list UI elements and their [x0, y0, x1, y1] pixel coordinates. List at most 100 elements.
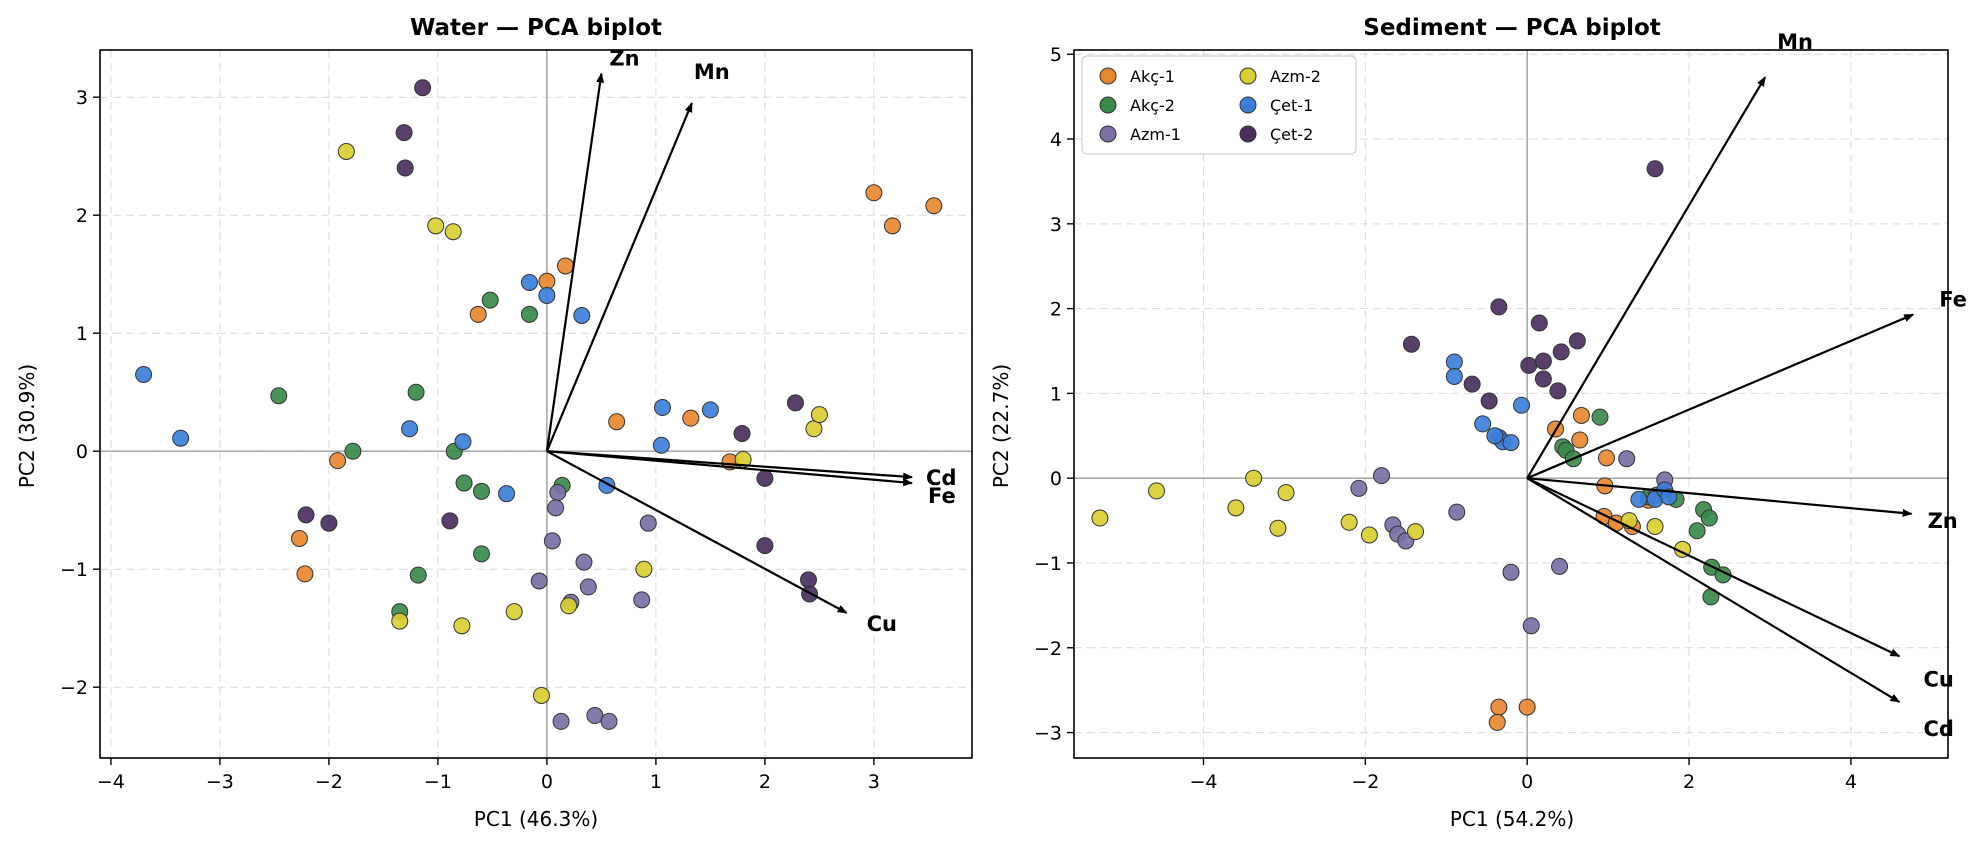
legend-marker	[1239, 96, 1257, 114]
data-point	[1277, 484, 1295, 502]
data-point	[532, 686, 550, 704]
data-point	[573, 307, 591, 324]
data-point	[652, 436, 670, 454]
data-point	[1488, 713, 1506, 731]
y-tick-label: 3	[76, 87, 88, 109]
data-point	[473, 482, 490, 500]
data-point	[883, 217, 901, 235]
data-point	[1568, 332, 1586, 350]
legend: Akç-1 Akç-2 Azm-1 Azm-2 Çet-1 Çet-2	[1081, 55, 1357, 155]
loading-vector-cd	[546, 450, 914, 481]
data-point	[1445, 367, 1463, 385]
y-tick-label: 4	[1050, 129, 1062, 151]
data-point	[1407, 523, 1425, 541]
data-point	[1534, 370, 1552, 388]
legend-label: Çet-1	[1270, 96, 1313, 115]
y-tick-label: 2	[76, 205, 88, 227]
x-tick-label: −1	[424, 771, 452, 793]
data-point	[441, 512, 459, 530]
y-tick-label: −2	[60, 677, 88, 699]
data-point	[1360, 526, 1378, 544]
data-point	[1591, 408, 1609, 426]
data-point	[1148, 482, 1166, 500]
data-point	[505, 603, 523, 621]
data-point	[409, 566, 427, 584]
data-point	[396, 159, 414, 177]
legend-marker	[1239, 125, 1257, 143]
data-point	[1373, 467, 1391, 485]
x-tick-label: 2	[1683, 771, 1695, 793]
x-tick-label: 3	[868, 771, 880, 793]
data-point	[454, 433, 472, 451]
data-point	[1502, 434, 1520, 452]
sediment-pca-panel: Sediment — PCA biplot PC1 (54.2%) PC2 (2…	[989, 15, 1967, 831]
data-point	[756, 469, 774, 487]
data-point	[1245, 469, 1263, 487]
x-tick-label: −3	[206, 771, 234, 793]
legend-label: Azm-1	[1130, 125, 1181, 144]
y-tick-label: 0	[76, 441, 88, 463]
data-point	[520, 273, 538, 291]
data-point	[1480, 392, 1498, 410]
data-point	[1530, 314, 1548, 332]
data-point	[1513, 396, 1531, 414]
data-point	[575, 553, 593, 571]
legend-label: Akç-2	[1130, 96, 1175, 115]
legend-marker	[1239, 67, 1257, 85]
loading-vector-fe	[1526, 313, 1915, 480]
loading-vector-mn	[1526, 76, 1767, 479]
data-point	[270, 387, 288, 405]
data-point	[337, 142, 355, 160]
data-point	[1518, 698, 1536, 716]
data-point	[600, 712, 618, 730]
data-point	[414, 79, 432, 97]
data-point	[1646, 160, 1664, 178]
loading-vector-cu	[546, 450, 848, 614]
data-point	[552, 712, 570, 730]
data-point	[543, 532, 561, 550]
x-tick-label: 0	[1521, 771, 1533, 793]
data-point	[1227, 499, 1245, 517]
data-point	[800, 571, 817, 589]
data-point	[320, 514, 338, 532]
data-point	[1571, 431, 1589, 449]
data-point	[296, 565, 314, 583]
data-point	[556, 257, 574, 275]
data-point	[865, 184, 883, 202]
data-point	[453, 617, 471, 635]
data-point	[427, 217, 445, 235]
data-point	[1490, 698, 1508, 716]
data-point	[1474, 415, 1492, 433]
water-x-axis-label: PC1 (46.3%)	[474, 807, 598, 831]
y-tick-label: 5	[1050, 44, 1062, 66]
x-tick-label: 0	[541, 771, 553, 793]
data-point	[290, 530, 308, 548]
data-point	[1402, 335, 1420, 353]
data-point	[469, 305, 487, 323]
data-point	[925, 197, 943, 215]
data-point	[586, 707, 604, 725]
vector-label-cd: Cd	[1923, 717, 1953, 741]
data-point	[395, 124, 413, 142]
data-point	[549, 484, 567, 501]
y-tick-label: −1	[60, 559, 88, 581]
data-point	[1688, 522, 1706, 540]
loading-vector-mn	[545, 102, 693, 452]
loading-vector-cd	[1526, 477, 1901, 703]
sediment-x-axis-label: PC1 (54.2%)	[1450, 807, 1574, 831]
data-point	[1646, 518, 1664, 536]
legend-label: Akç-1	[1130, 67, 1175, 86]
x-tick-label: 2	[759, 771, 771, 793]
data-point	[1534, 352, 1552, 370]
data-point	[579, 578, 597, 596]
x-tick-label: −4	[1189, 771, 1217, 793]
data-point	[401, 420, 419, 438]
data-point	[682, 409, 700, 427]
data-point	[1551, 557, 1569, 575]
data-point	[1486, 427, 1504, 445]
sediment-y-axis-label: PC2 (22.7%)	[989, 364, 1013, 488]
legend-label: Azm-2	[1270, 67, 1321, 86]
legend-marker	[1099, 96, 1117, 114]
data-point	[172, 429, 190, 447]
